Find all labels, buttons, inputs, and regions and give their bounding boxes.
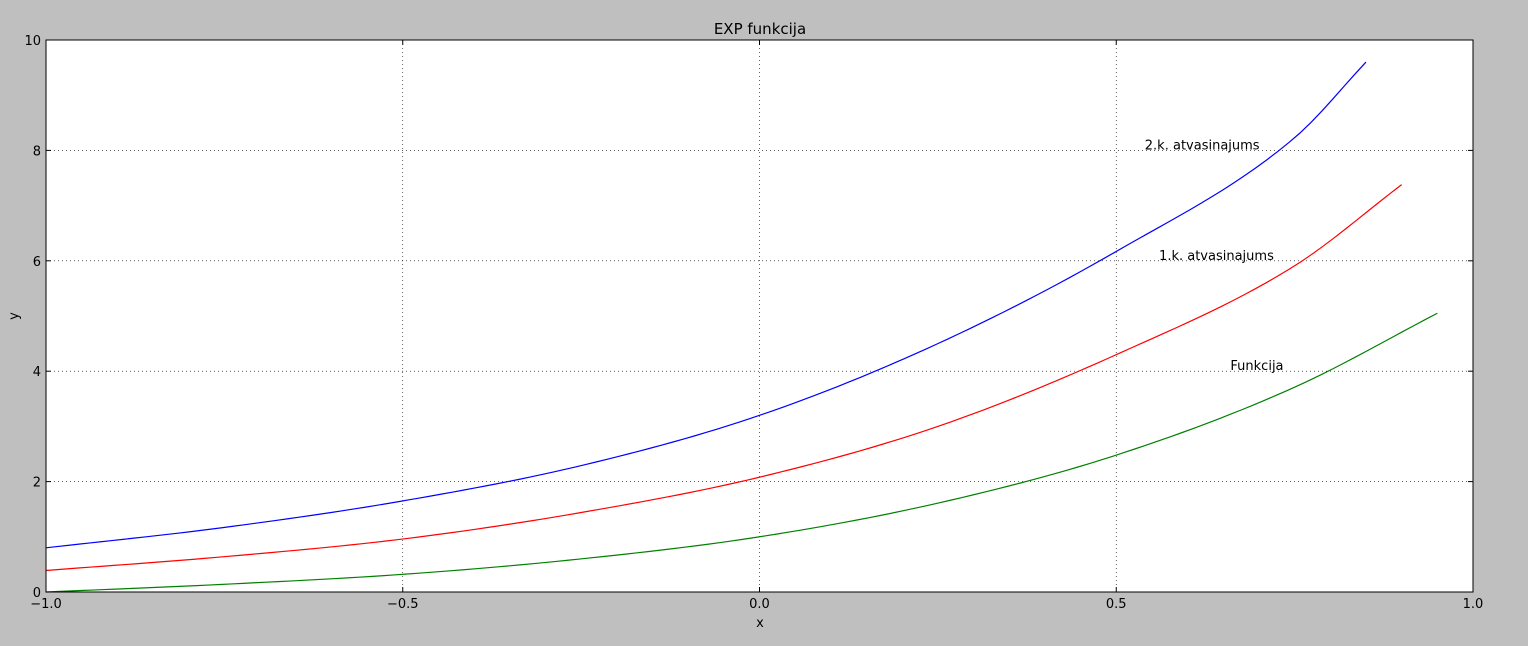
x-tick-label: −0.5 bbox=[387, 597, 419, 612]
annotations: Funkcija 1.k. atvasinajums 2.k. atvasinaju… bbox=[1145, 138, 1284, 374]
x-tick-label: 0.5 bbox=[1106, 597, 1127, 612]
y-tick-label: 6 bbox=[33, 255, 41, 270]
annotation-label: 2.k. atvasinajums bbox=[1145, 138, 1260, 153]
y-tick-label: 8 bbox=[33, 144, 41, 159]
series-line-0 bbox=[45, 312, 1438, 593]
y-tick-label: 4 bbox=[33, 365, 41, 380]
series-lines bbox=[45, 61, 1438, 593]
y-tick-label: 0 bbox=[33, 586, 41, 601]
series-line-1 bbox=[45, 184, 1403, 572]
ticks: −1.0 −0.5 0.0 0.5 1.0 0 2 4 6 8 10 bbox=[24, 34, 1483, 612]
annotation-label: Funkcija bbox=[1230, 359, 1283, 374]
y-tick-label: 10 bbox=[24, 34, 41, 49]
y-axis-label: y bbox=[7, 312, 22, 320]
x-axis-label: x bbox=[756, 616, 764, 631]
x-tick-label: 0.0 bbox=[749, 597, 770, 612]
chart-title: EXP funkcija bbox=[714, 20, 806, 38]
grid-lines bbox=[46, 40, 1473, 592]
y-tick-label: 2 bbox=[33, 476, 41, 491]
annotation-label: 1.k. atvasinajums bbox=[1159, 249, 1274, 264]
series-line-2 bbox=[45, 61, 1367, 549]
x-tick-label: 1.0 bbox=[1463, 597, 1484, 612]
x-tick-label: −1.0 bbox=[30, 597, 62, 612]
